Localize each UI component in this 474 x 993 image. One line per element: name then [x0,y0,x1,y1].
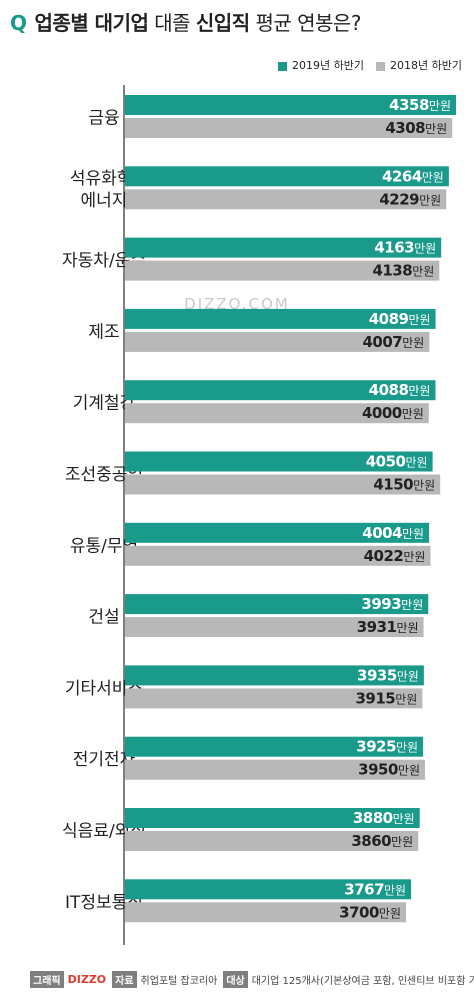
category-label: 유통/무역 [70,536,138,556]
bar-2019 [125,166,449,187]
category-label: 전기전자 [73,750,136,770]
title-normal-1: 대졸 [148,11,196,35]
bar-2018 [125,759,426,780]
value-label-2018: 3931만원 [357,618,419,636]
bar-2018 [125,831,419,851]
value-label-2019: 3880만원 [353,809,415,827]
bar-2019 [125,522,430,543]
title-bold-2: 신입직 [195,11,250,35]
bar-2019 [125,308,436,329]
bar-2019 [125,451,433,472]
value-label-2018: 4022만원 [364,547,426,565]
bar-2018 [125,545,431,566]
bar-2018 [125,189,447,210]
value-label-2019: 4088만원 [369,381,431,399]
footer-tag-graphic: 그래픽 [30,971,64,988]
category-label: 식음료/외식 [62,822,146,842]
watermark-text: DIZZO.COM [184,295,290,313]
bar-2019 [125,879,412,900]
bar-2018 [125,688,423,709]
title-normal-2: 평균 연봉은? [249,11,361,35]
value-label-2019: 3925만원 [356,738,418,756]
chart-legend: 2019년 하반기 2018년 하반기 [266,58,462,74]
value-label-2019: 4358만원 [389,96,451,114]
category-label: 기타서비스 [65,679,143,699]
category-label: 제조 [88,322,119,342]
category-label: 건설 [88,608,119,628]
footer-tag-source: 자료 [112,971,137,988]
footer-brand-logo: DIZZO [67,973,107,986]
bar-2019 [125,665,424,686]
value-label-2019: 3767만원 [344,880,406,898]
title-bold-1: 업종별 대기업 [34,11,149,35]
title-q-mark: Q [10,11,27,35]
value-label-2018: 3700만원 [339,903,401,921]
bar-2019 [125,808,420,828]
bar-2018 [125,902,407,923]
value-label-2019: 3993만원 [361,595,423,613]
legend-label-2019: 2019년 하반기 [292,59,365,72]
footer-source-text: 취업포털 잡코리아 [140,976,218,987]
value-label-2018: 3950만원 [358,761,420,779]
chart-title: Q 업종별 대기업 대졸 신입직 평균 연봉은? [10,6,470,40]
value-label-2018: 3915만원 [356,689,418,707]
legend-swatch-2019 [278,61,288,71]
value-label-2019: 4050만원 [366,453,428,471]
footer-tag-target: 대상 [223,971,248,988]
legend-label-2018: 2018년 하반기 [390,59,462,72]
category-label: IT정보통신 [65,893,143,913]
bar-2019 [125,380,436,401]
bar-2019 [125,237,442,258]
value-label-2019: 3935만원 [357,666,419,684]
bar-2019 [125,594,429,615]
bar-2018 [125,474,441,495]
footer-target-text: 대기업 125개사(기본상여금 포함, 인센티브 비포함 기준) [251,976,474,987]
value-label-2019: 4264만원 [382,167,444,185]
bar-2018 [125,331,430,352]
legend-item-2018: 2018년 하반기 [376,58,462,74]
bar-2019 [125,736,424,757]
category-label: 금융 [88,109,119,129]
value-label-2018: 4150만원 [373,476,435,494]
value-label-2018: 4229만원 [379,190,441,208]
chart-footer: 그래픽 DIZZO 자료 취업포털 잡코리아 대상 대기업 125개사(기본상여… [0,966,474,993]
legend-swatch-2018 [376,61,386,71]
bar-2018 [125,118,453,138]
value-label-2018: 4138만원 [372,262,434,280]
category-label: 석유화학/에너지 [70,169,139,211]
value-label-2018: 3860만원 [351,832,413,850]
bar-2018 [125,403,429,424]
legend-item-2019: 2019년 하반기 [278,58,364,74]
value-label-2018: 4007만원 [362,333,424,351]
value-label-2018: 4000만원 [362,404,424,422]
value-label-2019: 4089만원 [369,310,431,328]
category-label: 기계철강 [73,394,136,414]
bar-2018 [125,617,424,638]
value-label-2018: 4308만원 [385,119,447,137]
category-label: 자동차/운수 [62,251,146,271]
bar-2018 [125,260,440,281]
value-label-2019: 4163만원 [374,239,436,257]
category-label: 조선중공업 [65,465,143,485]
bar-2019 [125,95,456,115]
value-label-2019: 4004만원 [362,524,424,542]
